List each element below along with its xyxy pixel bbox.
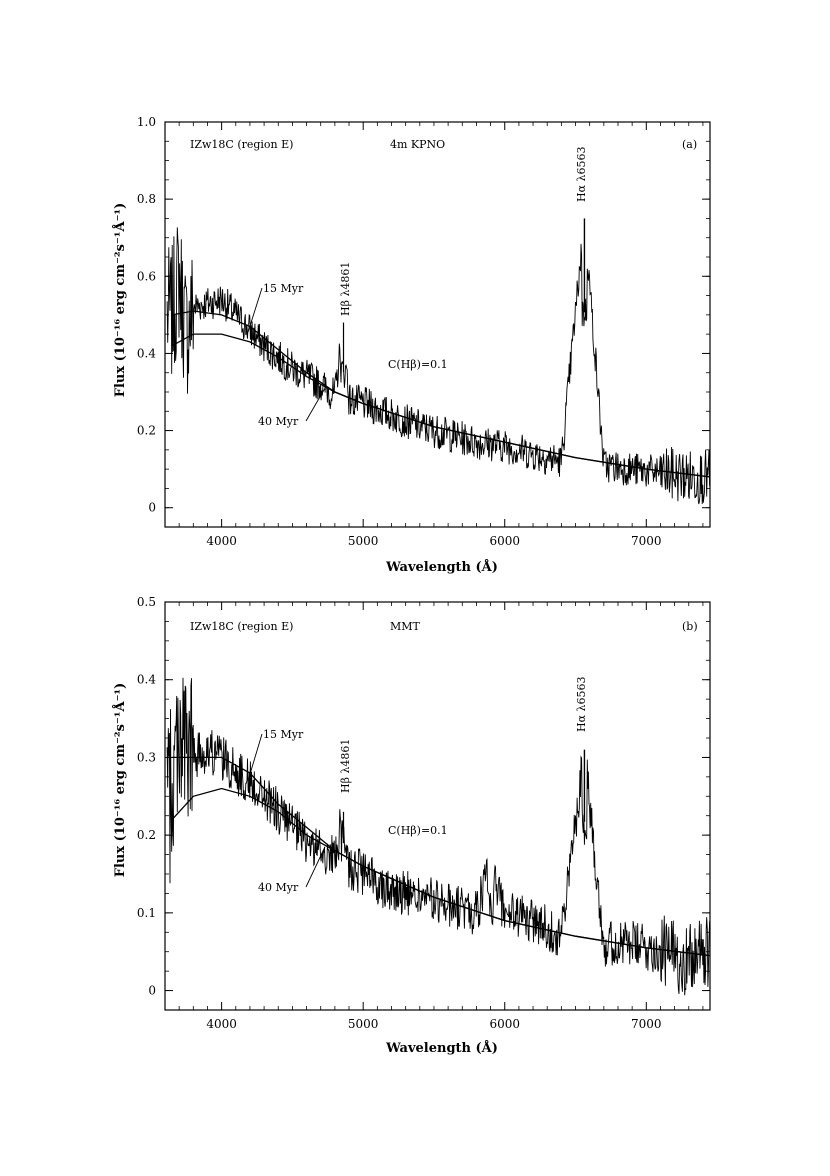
- x-tick-label: 4000: [206, 1017, 237, 1031]
- panel-b-15myr-label: 15 Myr: [263, 728, 304, 741]
- y-tick-label: 0.5: [137, 595, 156, 609]
- panel-b-ylabel: Flux (10⁻¹⁶ erg cm⁻²s⁻¹Å⁻¹): [112, 683, 128, 878]
- panel-b-extinction-label: C(Hβ)=0.1: [388, 824, 448, 837]
- model-40-myr-line: [171, 787, 711, 957]
- model-15-myr-line: [171, 310, 711, 478]
- panel-b: 4000 5000 6000 7000 0 0.1 0.2 0.3 0.4 0.5 IZw18C …: [112, 595, 711, 1056]
- panel-b-model-40-myr: [171, 787, 711, 957]
- panel-b-panel-label: (b): [682, 620, 698, 633]
- x-tick-label: 5000: [348, 1017, 379, 1031]
- y-tick-label: 0.1: [137, 906, 156, 920]
- panel-a-ylabel: Flux (10⁻¹⁶ erg cm⁻²s⁻¹Å⁻¹): [112, 203, 128, 398]
- panel-a-frame: [164, 121, 711, 528]
- panel-b-observed-spectrum: [166, 677, 711, 996]
- panel-a-xlabel: Wavelength (Å): [385, 559, 498, 575]
- panel-a-extinction-label: C(Hβ)=0.1: [388, 358, 448, 371]
- panel-a: 4000 5000 6000 7000 0 0.2 0.4 0.6 0.8 1.0 IZw18C …: [112, 115, 711, 575]
- panel-a-model-15-myr: [171, 310, 711, 478]
- panel-a-annotation-leaders: [247, 287, 326, 422]
- panel-a-observed-spectrum: [166, 218, 711, 505]
- panel-b-halpha-label: Hα λ6563: [575, 677, 588, 732]
- panel-a-hbeta-label: Hβ λ4861: [339, 262, 352, 316]
- y-tick-label: 0: [148, 984, 156, 998]
- panel-a-halpha-label: Hα λ6563: [575, 147, 588, 202]
- panel-b-object-label: IZw18C (region E): [190, 620, 293, 633]
- x-tick-label: 4000: [206, 534, 237, 548]
- leader-40-myr: [305, 846, 326, 888]
- panel-a-panel-label: (a): [682, 138, 697, 151]
- panel-b-xlabel: Wavelength (Å): [385, 1040, 498, 1056]
- y-tick-label: 0.6: [137, 269, 156, 283]
- panel-a-telescope-label: 4m KPNO: [390, 138, 445, 151]
- leader-15-myr: [247, 733, 263, 781]
- panel-b-hbeta-label: Hβ λ4861: [339, 739, 352, 793]
- x-tick-label: 7000: [631, 534, 662, 548]
- panel-b-40myr-label: 40 Myr: [258, 881, 299, 894]
- leader-15-myr: [247, 287, 263, 333]
- panel-a-tick-labels: 4000 5000 6000 7000 0 0.2 0.4 0.6 0.8 1.0: [137, 115, 662, 548]
- panel-b-frame: [164, 601, 711, 1011]
- x-tick-label: 6000: [489, 1017, 520, 1031]
- panel-b-telescope-label: MMT: [390, 620, 421, 633]
- x-tick-label: 7000: [631, 1017, 662, 1031]
- y-tick-label: 0.2: [137, 424, 156, 438]
- observed-spectrum-line: [166, 677, 711, 996]
- panel-b-annotation-leaders: [247, 733, 326, 888]
- x-tick-label: 6000: [489, 534, 520, 548]
- y-tick-label: 0.4: [137, 673, 156, 687]
- panel-b-ticks: [165, 601, 710, 1011]
- leader-40-myr: [305, 387, 326, 422]
- panel-b-tick-labels: 4000 5000 6000 7000 0 0.1 0.2 0.3 0.4 0.5: [137, 595, 662, 1031]
- y-tick-label: 0: [148, 501, 156, 515]
- y-tick-label: 0.8: [137, 192, 156, 206]
- y-tick-label: 0.2: [137, 828, 156, 842]
- y-tick-label: 0.4: [137, 346, 156, 360]
- y-tick-label: 0.3: [137, 750, 156, 764]
- panel-a-ticks: [165, 121, 710, 528]
- x-tick-label: 5000: [348, 534, 379, 548]
- panel-a-40myr-label: 40 Myr: [258, 415, 299, 428]
- y-tick-label: 1.0: [137, 115, 156, 129]
- observed-spectrum-line: [166, 227, 711, 505]
- panel-a-object-label: IZw18C (region E): [190, 138, 293, 151]
- panel-a-15myr-label: 15 Myr: [263, 282, 304, 295]
